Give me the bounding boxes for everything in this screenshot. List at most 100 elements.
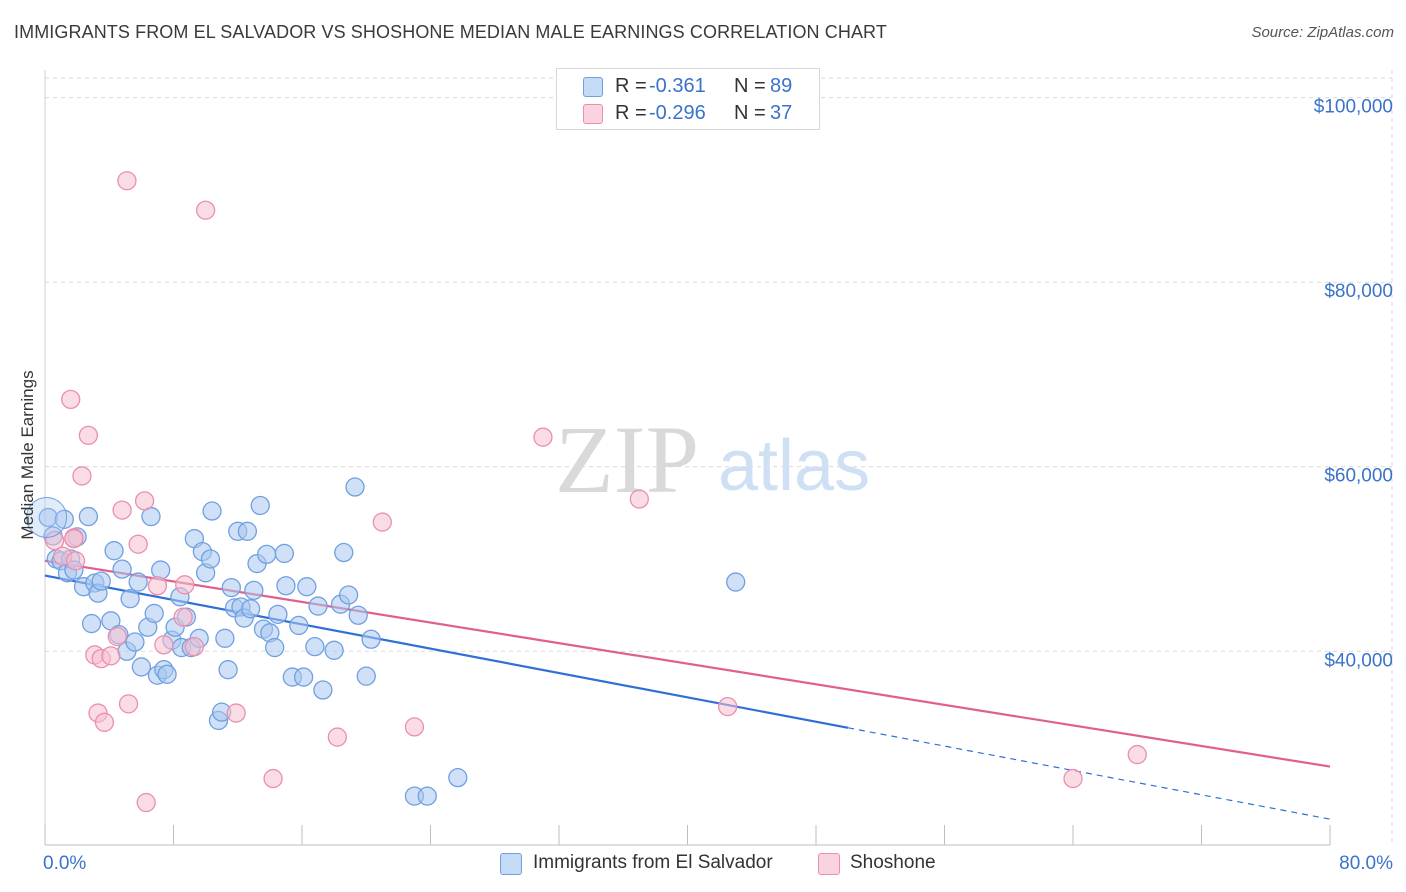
pink-point [372, 512, 392, 532]
blue-point [157, 664, 177, 684]
blue-point [276, 576, 296, 596]
pink-point [117, 171, 137, 191]
blue-point [265, 637, 285, 658]
pink-swatch [583, 104, 603, 124]
pink-point [533, 427, 553, 447]
pink-point [195, 200, 216, 220]
pink-point [173, 607, 193, 627]
blue-point [125, 632, 145, 652]
blue-point [144, 603, 164, 624]
blue-point [726, 572, 746, 592]
pink-point [72, 466, 92, 486]
pink-point [65, 551, 86, 571]
r-value: -0.296 [649, 102, 706, 124]
series-legend: Immigrants from El Salvador Shoshone [500, 851, 960, 879]
blue-point [81, 613, 102, 634]
blue-point [200, 549, 221, 569]
pink-point [263, 768, 283, 789]
blue-point [305, 636, 325, 657]
blue-point [268, 604, 288, 624]
pink-point [1063, 768, 1083, 789]
pink-point [147, 576, 168, 596]
y-axis-label: Median Male Earnings [18, 370, 37, 539]
blue-point [218, 660, 238, 680]
pink-point [118, 694, 139, 714]
points-layer [26, 171, 1147, 813]
blue-point [345, 477, 365, 497]
watermark-atlas: atlas [718, 426, 870, 506]
n-label: N = [734, 75, 766, 97]
pink-point [175, 575, 195, 595]
axis-layer: $40,000 $60,000 $80,000 $100,000 0.0% 80.0% [43, 70, 1393, 874]
blue-point [334, 542, 354, 563]
pink-point [112, 500, 132, 520]
pink-point [94, 712, 115, 732]
n-label: N = [734, 102, 766, 124]
blue-point [131, 657, 152, 677]
x-tick-label-max: 80.0% [1339, 853, 1393, 874]
pink-point [128, 534, 148, 554]
pink-point [107, 626, 127, 647]
legend-label: Immigrants from El Salvador [533, 852, 773, 873]
blue-point [202, 501, 222, 521]
r-label: R = [615, 102, 647, 124]
pink-point [134, 491, 155, 511]
r-value: -0.361 [649, 75, 706, 97]
blue-point [274, 543, 294, 564]
blue-point [150, 560, 171, 580]
blue-point [338, 585, 359, 605]
x-tick-label-min: 0.0% [43, 853, 86, 874]
blue-point [417, 786, 437, 806]
blue-point [356, 666, 376, 686]
legend-label: Shoshone [850, 852, 936, 873]
blue-point [120, 589, 140, 609]
blue-point [78, 506, 99, 527]
pink-point [718, 696, 738, 717]
watermark-zip: ZIP [555, 406, 699, 513]
y-tick-label: $60,000 [1324, 466, 1393, 487]
blue-point [313, 680, 333, 700]
blue-point [448, 767, 468, 788]
blue-point [54, 509, 74, 529]
chart-title: IMMIGRANTS FROM EL SALVADOR VS SHOSHONE … [14, 22, 887, 42]
pink-point [184, 636, 205, 657]
y-tick-label: $80,000 [1324, 281, 1393, 302]
blue-point [324, 640, 344, 660]
blue-point [308, 596, 328, 616]
pink-swatch [818, 853, 840, 875]
blue-point [112, 559, 132, 579]
source-credit: Source: ZipAtlas.com [1251, 24, 1394, 41]
blue-point [26, 496, 68, 538]
blue-point [361, 629, 381, 649]
blue-swatch [500, 853, 522, 875]
pink-point [44, 530, 65, 551]
blue-point [244, 580, 264, 601]
stats-row-blue: R = -0.361 N = 89 [557, 73, 819, 101]
blue-point [91, 571, 111, 591]
blue-point [221, 577, 241, 598]
blue-point [250, 495, 270, 516]
pink-point [404, 717, 425, 737]
blue-point [257, 544, 277, 565]
y-tick-label: $100,000 [1314, 97, 1393, 118]
pink-point [101, 646, 121, 666]
blue-trend-extension [848, 727, 1331, 820]
blue-point [240, 599, 261, 619]
blue-point [215, 628, 235, 648]
pink-point [78, 425, 99, 446]
pink-point [327, 727, 347, 747]
pink-point [64, 529, 84, 549]
pink-point [629, 489, 649, 509]
blue-point [128, 572, 148, 592]
n-value: 89 [770, 75, 793, 97]
pink-point [1127, 744, 1147, 765]
blue-point [237, 521, 258, 541]
blue-swatch [583, 77, 603, 97]
pink-point [226, 703, 246, 723]
pink-point [154, 635, 174, 655]
r-label: R = [615, 75, 647, 97]
pink-point [136, 792, 156, 813]
n-value: 37 [770, 102, 793, 124]
stats-row-pink: R = -0.296 N = 37 [557, 100, 819, 128]
